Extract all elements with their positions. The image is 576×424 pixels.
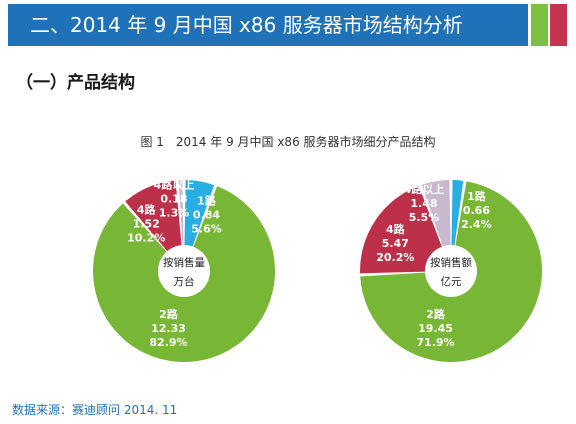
section-heading: （一）产品结构 [16, 73, 135, 93]
slice-label-2-1-line-2: 0.66 [463, 204, 490, 217]
slice-label-1-4-line-1: 4路以上 [154, 178, 195, 192]
slice-label-2-4-line-1: 4路以上 [404, 182, 445, 196]
slice-label-1-2-line-1: 2路 [159, 307, 179, 321]
slice-label-2-3-line-2: 5.47 [382, 237, 409, 250]
slice-label-1-2-line-3: 82.9% [149, 336, 187, 349]
slice-label-1-3-line-1: 4路 [137, 202, 157, 216]
slice-label-1-4-line-2: 0.18 [160, 193, 187, 206]
slice-1-3 [125, 180, 184, 271]
figure-title: 图 1 2014 年 9 月中国 x86 服务器市场细分产品结构 [140, 135, 436, 149]
center-label-1-2: 万台 [174, 275, 195, 288]
slice-label-2-3-line-3: 20.2% [376, 251, 414, 264]
page-title: 二、2014 年 9 月中国 x86 服务器市场结构分析 [30, 13, 463, 37]
donut-hole-2 [425, 245, 477, 297]
slice-label-2-4-line-3: 5.5% [409, 211, 440, 224]
slice-label-2-2-line-3: 71.9% [416, 336, 454, 349]
slice-label-2-3-line-1: 4路 [386, 222, 406, 236]
slice-label-1-1-line-1: 1路 [197, 193, 217, 207]
header-banner: 二、2014 年 9 月中国 x86 服务器市场结构分析 [8, 4, 528, 46]
slice-label-1-2-line-2: 12.33 [151, 322, 186, 335]
center-label-2-2: 亿元 [441, 275, 462, 288]
slice-label-2-4-line-2: 1.48 [410, 197, 437, 210]
slice-label-1-3-line-3: 10.2% [127, 231, 165, 244]
slice-label-2-2-line-2: 19.45 [418, 322, 453, 335]
center-label-1-1: 按销售量 [163, 256, 205, 269]
data-source: 数据来源：赛迪顾问 2014. 11 [12, 403, 178, 417]
accent-bar-green [531, 4, 548, 46]
center-label-2-1: 按销售额 [430, 256, 472, 269]
slice-label-1-1-line-3: 5.6% [191, 222, 222, 235]
donut-hole-1 [158, 245, 210, 297]
slice-label-2-1-line-1: 1路 [467, 189, 487, 203]
slice-label-2-1-line-3: 2.4% [461, 218, 492, 231]
slice-label-1-4-line-3: 1.3% [159, 207, 190, 220]
slice-label-1-3-line-2: 1.52 [133, 217, 160, 230]
slice-2-3 [360, 185, 451, 274]
slice-label-1-1-line-2: 0.84 [193, 208, 220, 221]
accent-bar-red [550, 4, 567, 46]
slice-label-2-2-line-1: 2路 [426, 307, 446, 321]
